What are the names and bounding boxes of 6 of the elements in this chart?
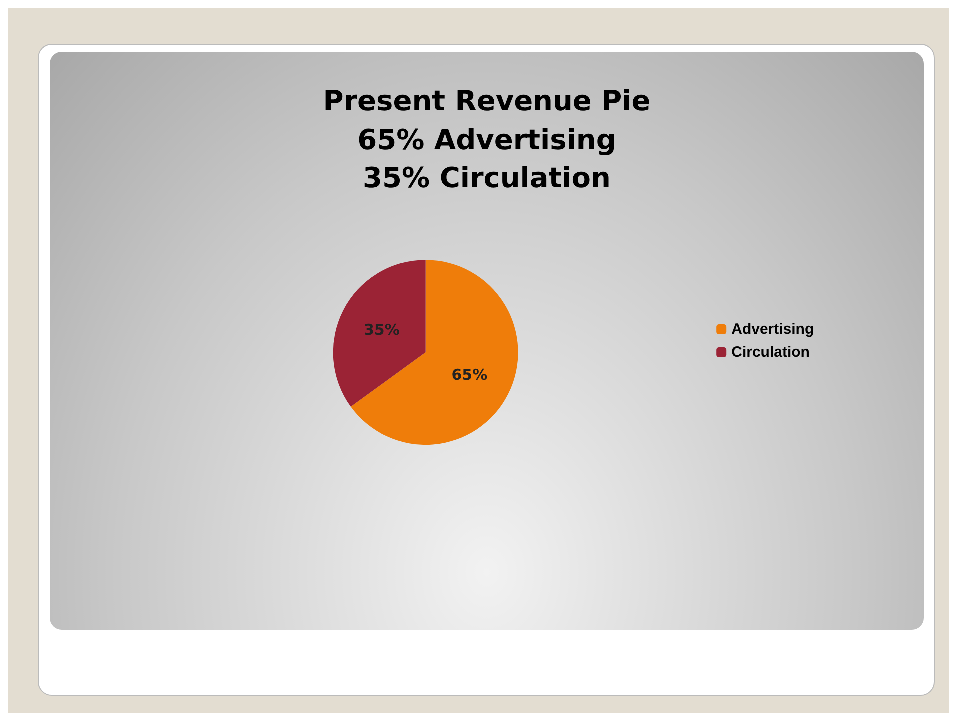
legend-label: Advertising <box>732 321 814 338</box>
chart-title: Present Revenue Pie <box>323 84 651 118</box>
data-label: 35% <box>364 321 400 340</box>
data-label: 65% <box>452 366 488 384</box>
legend-label: Circulation <box>732 344 810 361</box>
chart-subtitle: 65% Advertising 35% Circulation <box>358 124 616 194</box>
